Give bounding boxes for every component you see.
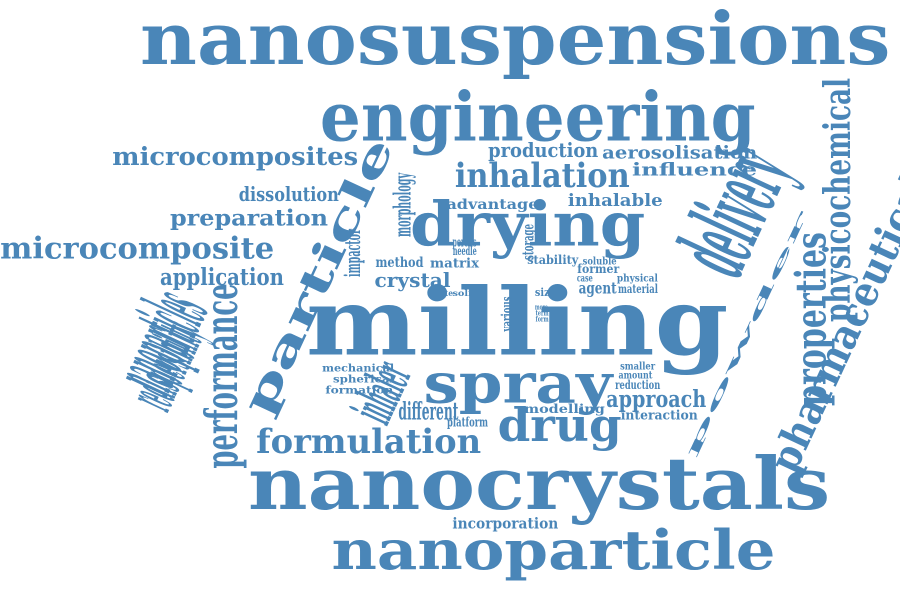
word: inhalable bbox=[567, 189, 663, 210]
word: interaction bbox=[620, 406, 698, 423]
word: influence bbox=[631, 158, 757, 180]
word: drying bbox=[410, 187, 646, 260]
word: spherical bbox=[332, 373, 394, 385]
word: solid bbox=[451, 288, 478, 298]
word: physical bbox=[616, 272, 658, 284]
word: case bbox=[576, 272, 593, 284]
word: needle bbox=[452, 243, 477, 259]
word: smaller bbox=[620, 360, 656, 372]
word: size bbox=[534, 285, 556, 298]
word: reduction bbox=[615, 377, 661, 393]
word: microcomposite bbox=[0, 230, 275, 266]
word: porous bbox=[452, 233, 477, 250]
word: term bbox=[535, 308, 549, 317]
word: incorporation bbox=[451, 513, 558, 532]
word: formulation bbox=[256, 420, 482, 462]
word: drug bbox=[497, 397, 622, 453]
word: approach bbox=[606, 384, 707, 413]
word: matrix bbox=[430, 254, 480, 271]
word: preparation bbox=[169, 205, 329, 231]
word: advantage bbox=[445, 195, 538, 213]
word: different bbox=[397, 396, 458, 426]
word: state bbox=[432, 288, 454, 298]
word: engineering bbox=[319, 76, 756, 157]
word: form bbox=[535, 314, 549, 323]
word: various bbox=[497, 295, 516, 332]
word: milling bbox=[305, 266, 729, 377]
word: microcomposites bbox=[111, 140, 358, 171]
word: nanoparticle bbox=[330, 518, 776, 582]
word: crystal bbox=[373, 268, 450, 292]
word: mechanical bbox=[322, 362, 395, 374]
word: agent bbox=[578, 278, 617, 298]
word: nanosuspensions bbox=[140, 0, 891, 82]
word: spray bbox=[422, 350, 612, 415]
word: former bbox=[576, 261, 619, 277]
word: more bbox=[534, 302, 548, 311]
word: performance bbox=[194, 282, 248, 469]
word: soluble bbox=[582, 255, 617, 267]
word: application bbox=[159, 262, 284, 291]
word: dissolution bbox=[238, 182, 339, 206]
word: method bbox=[374, 253, 423, 271]
word: material bbox=[617, 281, 658, 297]
word: production bbox=[488, 138, 599, 162]
word: nanocrystals bbox=[248, 441, 831, 527]
word: modelling bbox=[523, 401, 605, 417]
word: stability bbox=[527, 252, 579, 268]
word: formation bbox=[324, 384, 393, 396]
word: platform bbox=[447, 413, 489, 430]
word: amount bbox=[617, 369, 652, 381]
word: inhalation bbox=[454, 154, 630, 196]
word: aerosolisation bbox=[602, 141, 758, 163]
